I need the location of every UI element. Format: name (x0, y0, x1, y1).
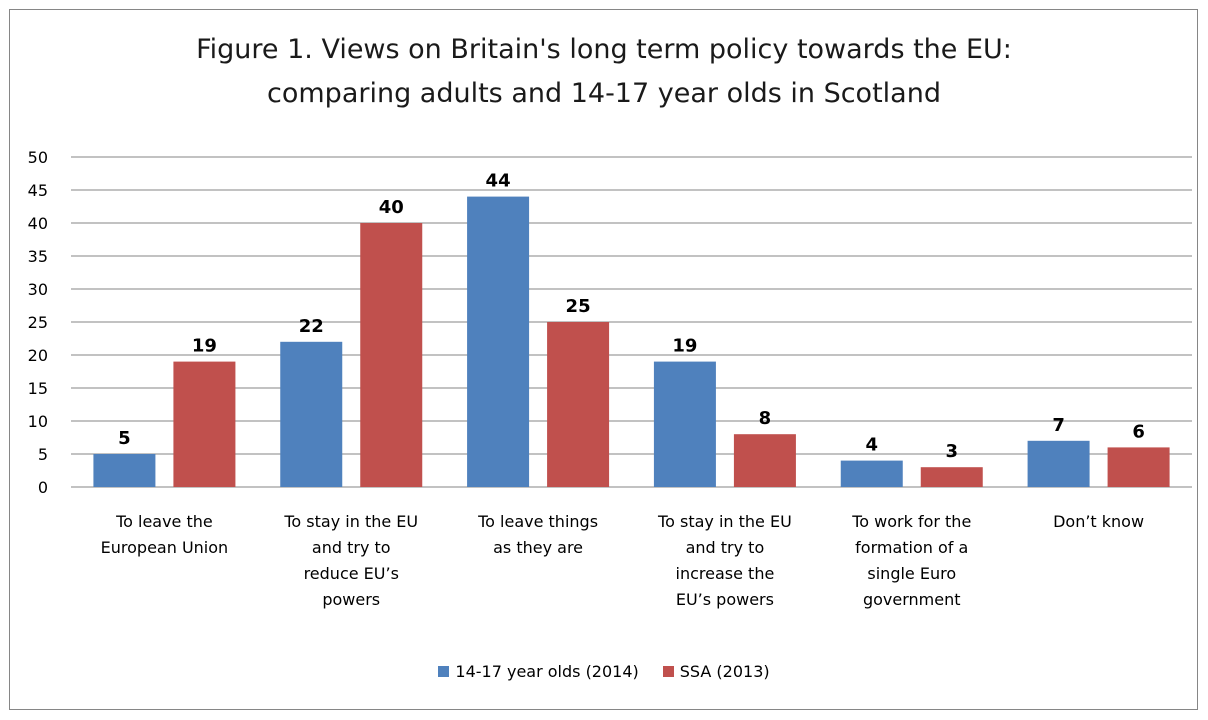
bar (920, 467, 983, 487)
x-tick-label-line: single Euro (867, 564, 956, 583)
y-tick-label: 35 (28, 247, 48, 266)
bar (1107, 447, 1170, 487)
data-label: 3 (945, 441, 958, 462)
y-tick-label: 50 (28, 148, 48, 167)
x-tick-label-line: To leave things (477, 512, 598, 531)
data-label: 6 (1132, 421, 1145, 442)
data-label: 5 (118, 428, 131, 449)
x-tick-label: To leave the European Union (101, 512, 229, 557)
x-tick-label-line: increase the (676, 564, 775, 583)
x-tick-label: To stay in the EU and try to reduce EU’s po… (283, 512, 418, 609)
legend-label-series-2: SSA (2013) (679, 662, 770, 681)
x-tick-label-line: Don’t know (1053, 512, 1144, 531)
data-label: 40 (379, 197, 404, 218)
data-label: 25 (566, 296, 591, 317)
legend-label-series-1: 14-17 year olds (2014) (455, 662, 639, 681)
y-tick-label: 15 (28, 379, 48, 398)
data-label: 44 (486, 171, 511, 192)
legend-item-series-1: 14-17 year olds (2014) (438, 662, 639, 681)
legend-swatch-series-1 (438, 666, 450, 677)
bar (547, 322, 610, 487)
data-label: 4 (865, 435, 878, 456)
chart-title-line-2: comparing adults and 14-17 year olds in … (267, 78, 941, 109)
bar (467, 196, 530, 487)
bar (173, 361, 236, 487)
x-tick-label-line: formation of a (855, 538, 968, 557)
x-tick-label: To stay in the EU and try to increase the E… (657, 512, 792, 609)
y-tick-label: 25 (28, 313, 48, 332)
data-label: 8 (759, 408, 772, 429)
data-label: 7 (1052, 415, 1065, 436)
x-tick-label-line: European Union (101, 538, 229, 557)
x-tick-label: To work for the formation of a single Euro… (851, 512, 971, 609)
data-label: 22 (299, 316, 324, 337)
x-tick-label-line: reduce EU’s (304, 564, 399, 583)
y-tick-label: 5 (38, 445, 48, 464)
x-tick-label-line: EU’s powers (676, 590, 774, 609)
bar (733, 434, 796, 487)
x-tick-label-line: and try to (686, 538, 765, 557)
legend: 14-17 year olds (2014) SSA (2013) (0, 662, 1208, 681)
bar (93, 454, 156, 487)
bar (1027, 440, 1090, 487)
x-tick-label: Don’t know (1053, 512, 1144, 531)
x-tick-label-line: To work for the (851, 512, 971, 531)
x-tick-label-line: government (863, 590, 961, 609)
legend-swatch-series-2 (662, 666, 674, 677)
chart-title-line-1: Figure 1. Views on Britain's long term p… (196, 34, 1012, 65)
y-tick-label: 40 (28, 214, 48, 233)
x-tick-label-line: To leave the (115, 512, 213, 531)
data-label: 19 (672, 336, 697, 357)
x-tick-label-line: as they are (493, 538, 583, 557)
x-tick-label-line: powers (322, 590, 380, 609)
x-tick-label: To leave things as they are (477, 512, 598, 557)
bar (653, 361, 716, 487)
x-tick-label-line: To stay in the EU (657, 512, 792, 531)
chart-title: Figure 1. Views on Britain's long term p… (0, 28, 1208, 116)
y-tick-label: 30 (28, 280, 48, 299)
legend-item-series-2: SSA (2013) (662, 662, 770, 681)
y-tick-label: 0 (38, 478, 48, 497)
x-tick-label-line: and try to (312, 538, 391, 557)
bar (360, 223, 423, 487)
data-label: 19 (192, 336, 217, 357)
x-tick-label-line: To stay in the EU (283, 512, 418, 531)
bar (280, 341, 343, 487)
y-tick-label: 45 (28, 181, 48, 200)
bar (840, 460, 903, 487)
y-tick-label: 10 (28, 412, 48, 431)
y-tick-label: 20 (28, 346, 48, 365)
